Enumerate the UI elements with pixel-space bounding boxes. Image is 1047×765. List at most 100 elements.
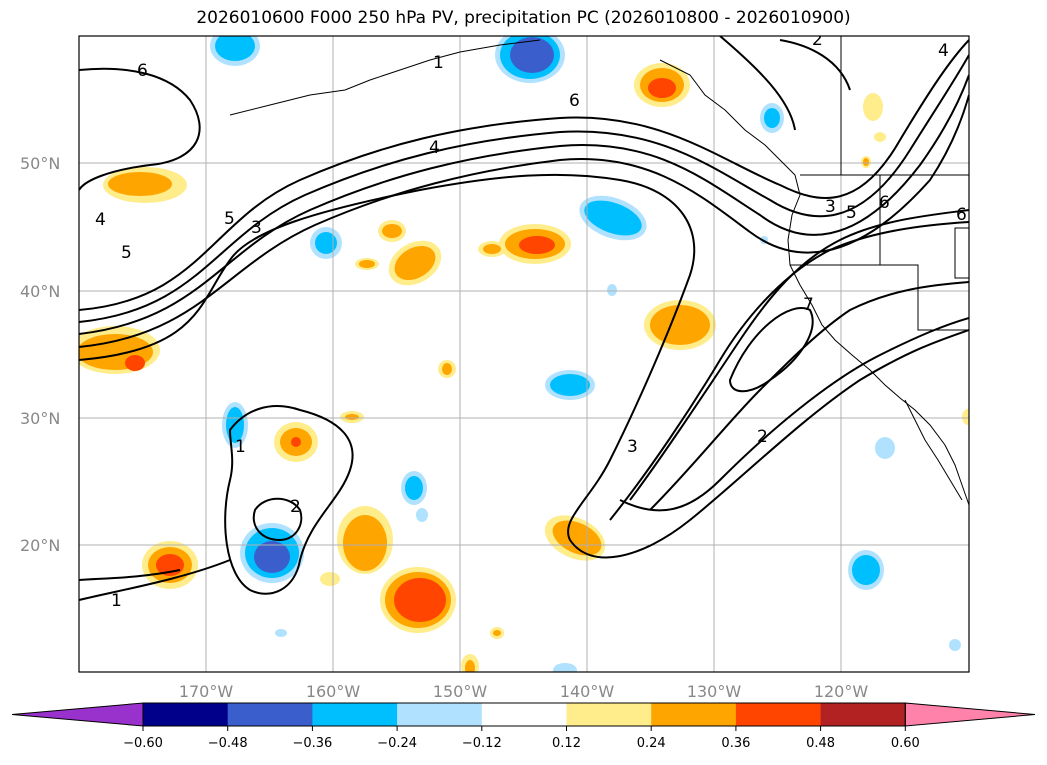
precip-blob (584, 200, 642, 236)
pv-contour (79, 67, 201, 191)
baja-coast (904, 399, 963, 501)
lat-label: 30°N (20, 409, 60, 428)
contour-label: 1 (111, 591, 122, 611)
pv-contour (79, 559, 231, 601)
state-line (954, 227, 969, 279)
gridlines (79, 36, 969, 672)
precip-blob (962, 409, 969, 425)
contour-label: 7 (803, 295, 814, 315)
contour-label: 3 (825, 197, 836, 217)
precip-blob (416, 508, 428, 522)
pv-contour (79, 94, 969, 348)
contour-label: 3 (251, 218, 262, 238)
precip-blob (874, 132, 886, 142)
precip-blob (405, 476, 423, 500)
precip-blob (394, 245, 436, 281)
precip-blob (442, 363, 452, 375)
pv-contour (779, 39, 851, 91)
contour-label: 1 (235, 437, 246, 457)
pv-contour (728, 307, 814, 393)
precip-blob (852, 555, 880, 585)
colorbar-segment (227, 703, 313, 726)
precip-blob (320, 572, 340, 586)
pv-contour (224, 405, 354, 595)
pv-contours (79, 36, 969, 601)
colorbar-tick-label: −0.12 (462, 736, 502, 751)
alaska-coast (229, 39, 541, 116)
precip-blob (650, 305, 710, 345)
precip-blob (345, 414, 359, 420)
map-border (78, 35, 970, 673)
pv-contour (609, 221, 969, 521)
colorbar-segment (481, 703, 567, 726)
precip-blob (519, 236, 555, 254)
lon-label: 150°W (433, 682, 488, 701)
precip-blob (108, 172, 172, 196)
lat-label: 40°N (20, 282, 60, 301)
contour-label: 5 (224, 209, 235, 229)
colorbar-tick-label: 0.12 (552, 736, 581, 751)
colorbar-outline (142, 702, 906, 727)
precip-blob (607, 284, 617, 296)
colorbar-tick-label: −0.48 (208, 736, 248, 751)
map-title: 2026010600 F000 250 hPa PV, precipitatio… (196, 8, 851, 28)
contour-label: 6 (879, 193, 890, 213)
contour-labels: 6 6 4 5 3 5 4 1 2 1 3 3 5 6 7 2 1 2 4 6 (95, 36, 967, 611)
contour-label: 6 (569, 91, 580, 111)
precip-blob (863, 93, 883, 121)
colorbar-tick-label: −0.36 (292, 736, 332, 751)
lon-label: 140°W (560, 682, 615, 701)
colorbar-segment (566, 703, 652, 726)
north-america-coast (659, 59, 969, 506)
precip-blob (254, 541, 290, 573)
lon-label: 130°W (687, 682, 742, 701)
pv-contour (79, 569, 181, 581)
colorbar-tick-label: 0.48 (806, 736, 835, 751)
contour-label: 2 (757, 427, 768, 447)
coastlines (229, 36, 969, 506)
precip-blob (764, 108, 780, 128)
pv-contour (79, 54, 969, 323)
precip-blob (125, 355, 145, 371)
precip-blob (552, 520, 602, 556)
pv-contour (719, 36, 796, 131)
colorbar: −0.60 −0.48 −0.36 −0.24 −0.12 0.12 0.24 0.36 0.4… (11, 702, 1036, 751)
lon-label: 160°W (306, 682, 361, 701)
state-line (790, 264, 969, 331)
colorbar-segment (312, 703, 398, 726)
precip-blob (394, 578, 446, 622)
precip-blob (343, 515, 387, 571)
precip-positive-areas (79, 63, 969, 672)
colorbar-segment (735, 703, 822, 726)
precip-blob (875, 437, 895, 459)
contour-label: 4 (95, 210, 106, 230)
precip-blob (510, 37, 554, 73)
colorbar-tick-label: −0.60 (123, 736, 163, 751)
longitude-labels: 170°W 160°W 150°W 140°W 130°W 120°W (179, 682, 869, 701)
contour-label: 2 (290, 497, 301, 517)
precip-blob (315, 232, 337, 254)
lat-label: 20°N (20, 536, 60, 555)
contour-label: 6 (956, 205, 967, 225)
precip-blob (648, 78, 676, 98)
contour-label: 5 (121, 243, 132, 263)
latitude-labels: 50°N 40°N 30°N 20°N (20, 154, 60, 555)
colorbar-tick-label: 0.36 (721, 736, 750, 751)
map-frame (79, 36, 969, 672)
colorbar-segment (397, 703, 483, 726)
pv-contour (79, 173, 969, 559)
contour-label: 6 (137, 61, 148, 81)
contour-label: 4 (938, 41, 949, 61)
lon-label: 170°W (179, 682, 234, 701)
precip-blob (275, 629, 287, 637)
precip-negative-areas (210, 36, 961, 672)
pv-contour (79, 39, 969, 311)
lon-label: 120°W (814, 682, 869, 701)
precip-blob (291, 437, 301, 447)
pv-contour (79, 74, 969, 335)
precip-blob (483, 244, 501, 254)
precip-blob (382, 224, 402, 238)
colorbar-tick-label: −0.24 (377, 736, 417, 751)
precip-blob (465, 660, 475, 672)
